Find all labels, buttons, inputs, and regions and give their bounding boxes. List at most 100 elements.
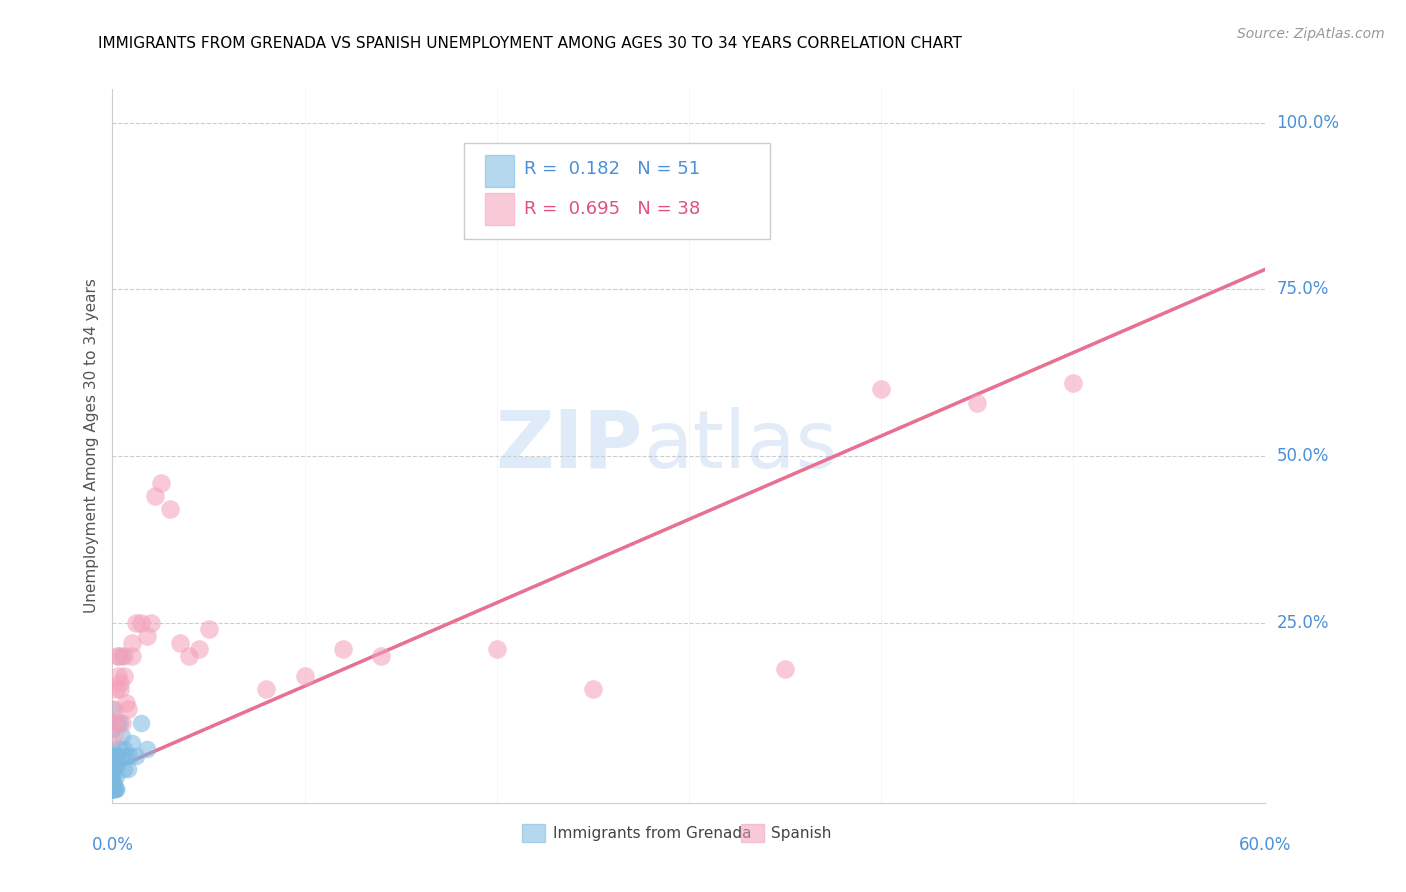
Point [103, 782, 125, 797]
Point [101, 782, 124, 797]
Point [101, 749, 124, 764]
Point [112, 742, 135, 756]
Point [105, 715, 128, 730]
Point [115, 696, 138, 710]
Point [107, 756, 129, 770]
Point [118, 749, 141, 764]
Text: Spanish: Spanish [770, 826, 831, 841]
FancyBboxPatch shape [485, 154, 513, 186]
Text: 50.0%: 50.0% [1277, 447, 1329, 465]
Point [188, 642, 211, 657]
Point [139, 615, 162, 630]
Point [101, 756, 124, 770]
Text: Immigrants from Grenada: Immigrants from Grenada [553, 826, 751, 841]
Point [101, 765, 124, 780]
Point [111, 749, 134, 764]
Point [870, 382, 893, 396]
Point [111, 715, 134, 730]
Point [773, 662, 796, 676]
Point [103, 729, 125, 743]
FancyBboxPatch shape [522, 824, 546, 842]
Point [103, 702, 125, 716]
Text: Source: ZipAtlas.com: Source: ZipAtlas.com [1237, 27, 1385, 41]
FancyBboxPatch shape [464, 143, 769, 239]
Text: 0.0%: 0.0% [91, 836, 134, 855]
Point [159, 502, 181, 516]
Point [101, 777, 124, 791]
Point [105, 769, 128, 783]
Point [101, 702, 124, 716]
Point [136, 629, 159, 643]
Point [108, 682, 131, 697]
Point [101, 782, 124, 797]
Point [103, 763, 125, 777]
Point [485, 642, 508, 657]
Point [124, 615, 146, 630]
Point [103, 749, 125, 764]
Text: 75.0%: 75.0% [1277, 280, 1329, 298]
Point [103, 776, 125, 790]
Point [254, 682, 277, 697]
FancyBboxPatch shape [485, 194, 513, 226]
Point [103, 782, 125, 797]
Point [101, 782, 124, 797]
Text: 60.0%: 60.0% [1239, 836, 1292, 855]
Point [129, 715, 153, 730]
Point [101, 742, 124, 756]
FancyBboxPatch shape [741, 824, 763, 842]
Point [101, 782, 124, 797]
Point [101, 782, 124, 797]
Point [101, 782, 124, 797]
Point [117, 763, 139, 777]
Point [149, 475, 172, 490]
Point [101, 759, 124, 773]
Point [101, 769, 124, 783]
Point [101, 779, 124, 793]
Point [115, 749, 138, 764]
Point [966, 395, 988, 409]
Point [101, 782, 124, 797]
Text: 100.0%: 100.0% [1277, 113, 1340, 131]
Point [101, 782, 124, 797]
Text: ZIP: ZIP [495, 407, 643, 485]
Point [111, 729, 134, 743]
Point [129, 615, 153, 630]
Point [105, 682, 128, 697]
Point [105, 782, 128, 797]
Point [105, 782, 128, 797]
Text: atlas: atlas [643, 407, 837, 485]
Point [117, 702, 139, 716]
Point [121, 736, 143, 750]
Point [101, 776, 124, 790]
Point [107, 669, 129, 683]
Point [103, 782, 125, 797]
Text: R =  0.695   N = 38: R = 0.695 N = 38 [524, 200, 700, 218]
Point [121, 636, 143, 650]
Point [101, 782, 124, 797]
Point [169, 636, 191, 650]
Point [1062, 376, 1084, 390]
Point [101, 782, 124, 797]
Point [112, 649, 135, 664]
Point [143, 489, 166, 503]
Point [332, 642, 354, 657]
Point [111, 649, 134, 664]
Point [294, 669, 316, 683]
Point [107, 649, 129, 664]
Point [101, 723, 124, 737]
Text: 25.0%: 25.0% [1277, 614, 1329, 632]
Point [124, 749, 146, 764]
Point [101, 772, 124, 787]
Point [197, 623, 219, 637]
Point [121, 649, 143, 664]
Point [582, 682, 605, 697]
Point [179, 649, 201, 664]
Point [101, 782, 124, 797]
Point [136, 742, 159, 756]
Point [108, 715, 131, 730]
Point [370, 649, 392, 664]
Point [101, 763, 124, 777]
Point [107, 715, 129, 730]
Point [101, 782, 124, 797]
Point [108, 675, 131, 690]
